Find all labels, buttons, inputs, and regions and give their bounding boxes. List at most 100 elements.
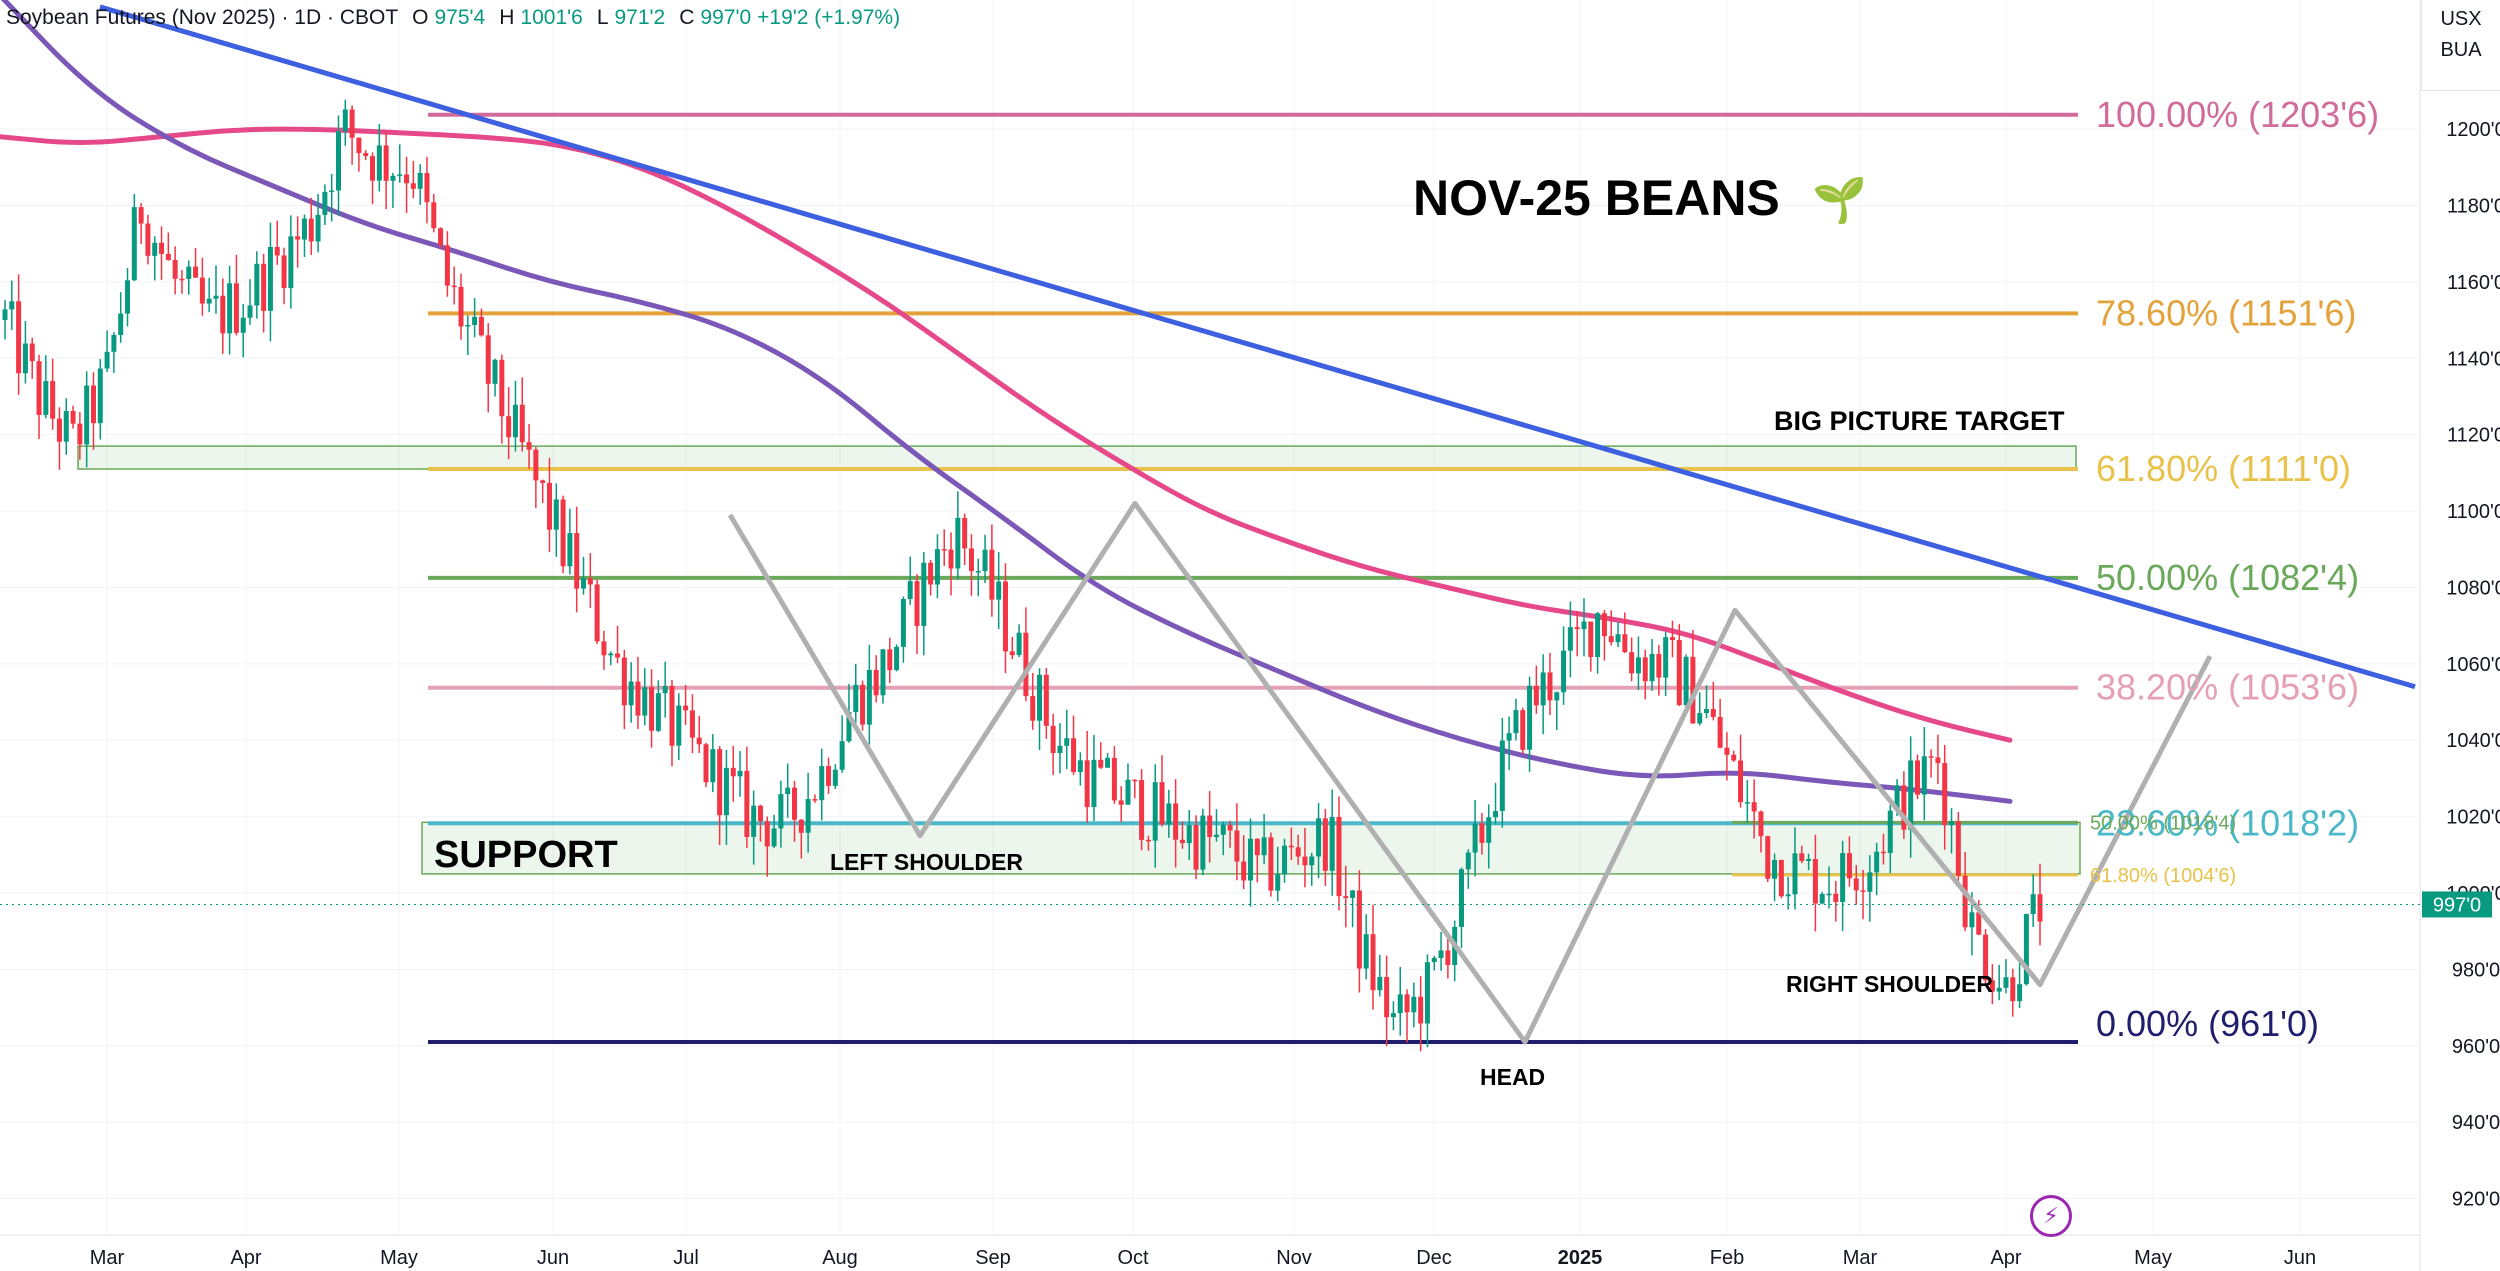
candle-body (458, 286, 464, 327)
candle-body (1506, 733, 1512, 741)
candle-body (356, 137, 362, 154)
small-fib-label: 61.80% (1004'6) (2090, 865, 2236, 887)
candle-body (689, 710, 695, 738)
candle-body (1139, 780, 1145, 840)
candle-body (1458, 869, 1464, 927)
candle-body (1370, 934, 1376, 991)
candle-body (1179, 839, 1185, 844)
candle-body (383, 145, 389, 181)
candle-body (853, 684, 859, 713)
y-tick-label: 1060'0 (2446, 654, 2500, 676)
candle-body (70, 410, 76, 424)
candle-body (390, 175, 396, 181)
candle-body (1200, 815, 1206, 870)
candle-body (254, 263, 260, 306)
candle-body (247, 305, 253, 318)
lightning-icon[interactable]: ⚡ (2030, 1195, 2072, 1237)
grid (0, 0, 2420, 1235)
candle-body (948, 549, 954, 569)
candle-body (295, 236, 301, 240)
candle-body (29, 343, 35, 362)
candle-body (492, 359, 498, 384)
moving-averages (0, 0, 2013, 804)
candle-body (1397, 994, 1403, 1014)
candle-body (1384, 976, 1390, 1018)
candle-body (1894, 785, 1900, 811)
candle-body (512, 404, 518, 438)
price-scale-corner[interactable]: USX BUA (2421, 0, 2500, 91)
candle-body (444, 245, 450, 286)
candle-body (1513, 710, 1519, 734)
high-value: 1001'6 (520, 6, 583, 29)
y-tick-label: 1040'0 (2446, 730, 2500, 752)
candle-body (982, 549, 988, 572)
candle-body (819, 766, 825, 801)
candle-body (533, 449, 539, 481)
candle-body (1840, 853, 1846, 903)
candle-body (1581, 621, 1587, 630)
candle-body (1111, 757, 1117, 801)
candle-body (90, 385, 96, 424)
zones (77, 445, 2081, 875)
candle-body (1424, 962, 1430, 1024)
candle-body (1479, 823, 1485, 843)
candle-body (125, 280, 131, 314)
candle-body (778, 794, 784, 829)
x-tick-label: Aug (822, 1247, 858, 1269)
close-label: C (679, 6, 695, 29)
candle-body (1118, 800, 1124, 805)
candle-body (22, 343, 28, 374)
y-tick-label: 920'0 (2452, 1189, 2500, 1211)
candle-body (683, 705, 689, 711)
candle-body (261, 263, 267, 311)
candle-body (934, 549, 940, 585)
candle-body (860, 684, 866, 725)
candle-body (1853, 878, 1859, 891)
fib-label: 38.20% (1053'6) (2096, 667, 2359, 708)
y-tick-label: 1120'0 (2447, 425, 2500, 447)
candle-body (628, 681, 634, 706)
candle-body (397, 174, 403, 176)
candle-body (730, 767, 736, 777)
candle-body (832, 769, 838, 786)
candle-body (1472, 823, 1478, 853)
candle-body (1942, 763, 1948, 826)
y-tick-label: 1100'0 (2447, 501, 2500, 523)
x-tick-label: 2025 (1558, 1247, 1603, 1269)
fib-label: 61.80% (1111'0) (2096, 448, 2351, 489)
candle-body (206, 298, 212, 304)
candle-body (771, 828, 777, 847)
candle-body (662, 686, 668, 694)
candle-body (1309, 856, 1315, 866)
candle-body (342, 109, 348, 132)
candle-body (703, 744, 709, 783)
candle-body (2, 309, 8, 321)
fib-label: 50.00% (1082'4) (2096, 557, 2359, 598)
x-tick-label: Sep (975, 1247, 1011, 1269)
candle-body (2030, 894, 2036, 915)
candle-body (1772, 860, 1778, 879)
candle-body (1390, 1013, 1396, 1018)
pattern-line (727, 500, 2213, 1045)
pattern-annotation: HEAD (1480, 1064, 1545, 1090)
candle-body (431, 202, 437, 229)
candle-body (975, 571, 981, 573)
candle-body (601, 641, 607, 656)
symbol-header: Soybean Futures (Nov 2025) · 1D · CBOT O… (6, 6, 900, 30)
candle-body (1193, 825, 1199, 870)
candle-body (1955, 821, 1961, 876)
candle-body (478, 316, 484, 336)
candle-body (329, 190, 335, 192)
x-tick-label: May (2134, 1247, 2172, 1269)
candle-body (118, 313, 124, 336)
candle-body (1744, 802, 1750, 804)
candle-body (812, 799, 818, 801)
candle-body (417, 172, 423, 189)
candle-body (1254, 838, 1260, 856)
candle-body (968, 548, 974, 572)
candle-body (751, 805, 757, 837)
candle-body (308, 218, 314, 242)
candle-body (553, 499, 559, 530)
